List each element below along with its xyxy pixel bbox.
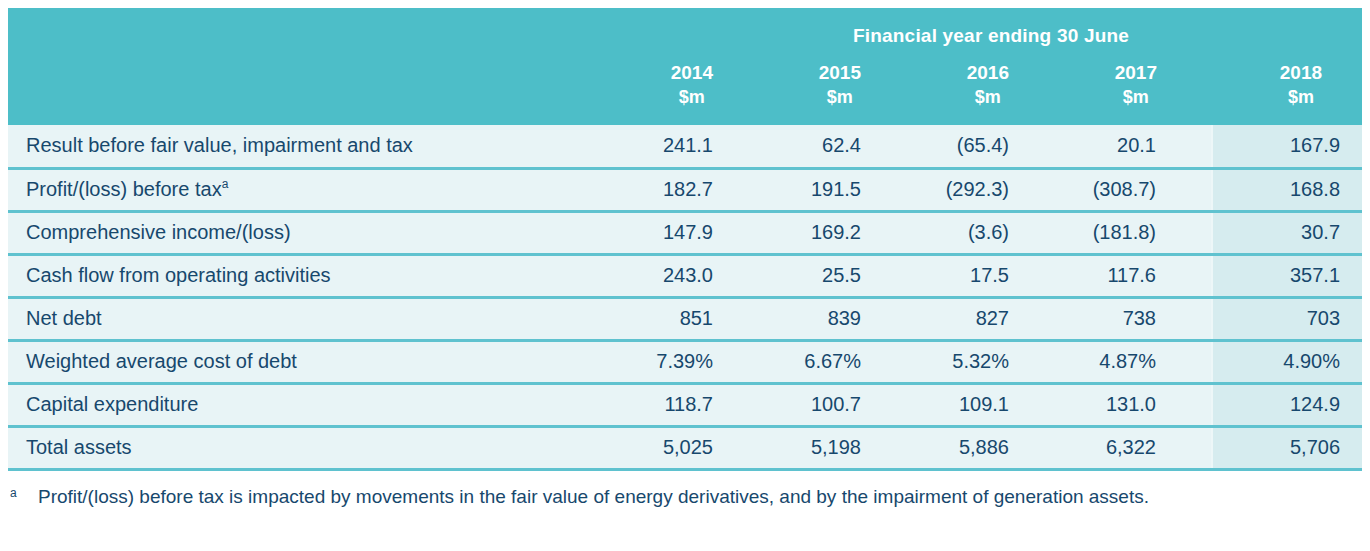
value-cell: 4.87% <box>1064 340 1212 383</box>
value-cell: 25.5 <box>768 254 916 297</box>
table-row: Result before fair value, impairment and… <box>8 125 1362 168</box>
value-cell: 131.0 <box>1064 383 1212 426</box>
unit-label: $m <box>827 87 853 107</box>
value-cell: 182.7 <box>620 168 768 211</box>
value-cell: 109.1 <box>916 383 1064 426</box>
year-unit-stack: 2015 $m <box>819 61 861 109</box>
table-row: Profit/(loss) before taxa182.7191.5(292.… <box>8 168 1362 211</box>
year-label: 2017 <box>1115 62 1157 83</box>
year-unit-stack: 2018 $m <box>1280 61 1322 109</box>
footnote-reference: a <box>222 177 229 191</box>
column-header-2016: 2016 $m <box>916 54 1064 125</box>
row-label-text: Result before fair value, impairment and… <box>26 134 413 156</box>
value-cell: 30.7 <box>1212 211 1362 254</box>
column-header-2014: 2014 $m <box>620 54 768 125</box>
value-cell: 5,886 <box>916 426 1064 469</box>
value-cell: 191.5 <box>768 168 916 211</box>
value-cell: (3.6) <box>916 211 1064 254</box>
value-cell: 17.5 <box>916 254 1064 297</box>
value-cell: 6.67% <box>768 340 916 383</box>
value-cell: 7.39% <box>620 340 768 383</box>
value-cell: 4.90% <box>1212 340 1362 383</box>
header-corner-cell <box>8 8 620 125</box>
value-cell: 839 <box>768 297 916 340</box>
value-cell: 5,025 <box>620 426 768 469</box>
value-cell: (308.7) <box>1064 168 1212 211</box>
value-cell: 5,706 <box>1212 426 1362 469</box>
row-label: Result before fair value, impairment and… <box>8 125 620 168</box>
value-cell: 738 <box>1064 297 1212 340</box>
table-header: Financial year ending 30 June 2014$m2015… <box>8 8 1362 125</box>
table-title: Financial year ending 30 June <box>620 8 1362 54</box>
value-cell: 169.2 <box>768 211 916 254</box>
row-label: Comprehensive income/(loss) <box>8 211 620 254</box>
value-cell: 827 <box>916 297 1064 340</box>
year-unit-stack: 2017 $m <box>1115 61 1157 109</box>
value-cell: 5.32% <box>916 340 1064 383</box>
row-label: Weighted average cost of debt <box>8 340 620 383</box>
value-cell: (65.4) <box>916 125 1064 168</box>
column-header-2017: 2017 $m <box>1064 54 1212 125</box>
value-cell: (181.8) <box>1064 211 1212 254</box>
year-label: 2014 <box>671 62 713 83</box>
row-label-text: Weighted average cost of debt <box>26 350 297 372</box>
value-cell: 20.1 <box>1064 125 1212 168</box>
table-row: Net debt 851839827738703 <box>8 297 1362 340</box>
row-label: Capital expenditure <box>8 383 620 426</box>
value-cell: 5,198 <box>768 426 916 469</box>
row-label: Cash flow from operating activities <box>8 254 620 297</box>
value-cell: 147.9 <box>620 211 768 254</box>
year-label: 2018 <box>1280 62 1322 83</box>
year-label: 2016 <box>967 62 1009 83</box>
year-unit-stack: 2014 $m <box>671 61 713 109</box>
value-cell: 100.7 <box>768 383 916 426</box>
footnote: a Profit/(loss) before tax is impacted b… <box>8 484 1362 510</box>
row-label-text: Net debt <box>26 307 102 329</box>
value-cell: 357.1 <box>1212 254 1362 297</box>
financial-summary-page: Financial year ending 30 June 2014$m2015… <box>0 0 1370 510</box>
value-cell: 851 <box>620 297 768 340</box>
column-header-2015: 2015 $m <box>768 54 916 125</box>
row-label: Profit/(loss) before taxa <box>8 168 620 211</box>
value-cell: 118.7 <box>620 383 768 426</box>
table-row: Cash flow from operating activities 243.0… <box>8 254 1362 297</box>
financial-summary-table: Financial year ending 30 June 2014$m2015… <box>8 8 1362 471</box>
unit-label: $m <box>679 87 705 107</box>
row-label-text: Total assets <box>26 436 132 458</box>
value-cell: (292.3) <box>916 168 1064 211</box>
value-cell: 703 <box>1212 297 1362 340</box>
row-label-text: Cash flow from operating activities <box>26 264 331 286</box>
year-label: 2015 <box>819 62 861 83</box>
value-cell: 6,322 <box>1064 426 1212 469</box>
unit-label: $m <box>1123 87 1149 107</box>
footnote-text: Profit/(loss) before tax is impacted by … <box>38 484 1362 510</box>
table-row: Capital expenditure 118.7100.7109.1131.01… <box>8 383 1362 426</box>
table-row: Total assets 5,0255,1985,8866,3225,706 <box>8 426 1362 469</box>
unit-label: $m <box>975 87 1001 107</box>
footnote-marker: a <box>8 484 38 500</box>
table-body: Result before fair value, impairment and… <box>8 125 1362 469</box>
row-label-text: Profit/(loss) before tax <box>26 178 222 200</box>
value-cell: 117.6 <box>1064 254 1212 297</box>
row-label: Total assets <box>8 426 620 469</box>
value-cell: 167.9 <box>1212 125 1362 168</box>
value-cell: 241.1 <box>620 125 768 168</box>
value-cell: 62.4 <box>768 125 916 168</box>
value-cell: 243.0 <box>620 254 768 297</box>
year-unit-stack: 2016 $m <box>967 61 1009 109</box>
row-label-text: Capital expenditure <box>26 393 198 415</box>
row-label: Net debt <box>8 297 620 340</box>
column-header-2018: 2018 $m <box>1212 54 1362 125</box>
header-title-row: Financial year ending 30 June <box>8 8 1362 54</box>
value-cell: 124.9 <box>1212 383 1362 426</box>
table-row: Weighted average cost of debt 7.39%6.67%5… <box>8 340 1362 383</box>
value-cell: 168.8 <box>1212 168 1362 211</box>
unit-label: $m <box>1288 87 1314 107</box>
row-label-text: Comprehensive income/(loss) <box>26 221 291 243</box>
table-row: Comprehensive income/(loss) 147.9169.2(3.… <box>8 211 1362 254</box>
